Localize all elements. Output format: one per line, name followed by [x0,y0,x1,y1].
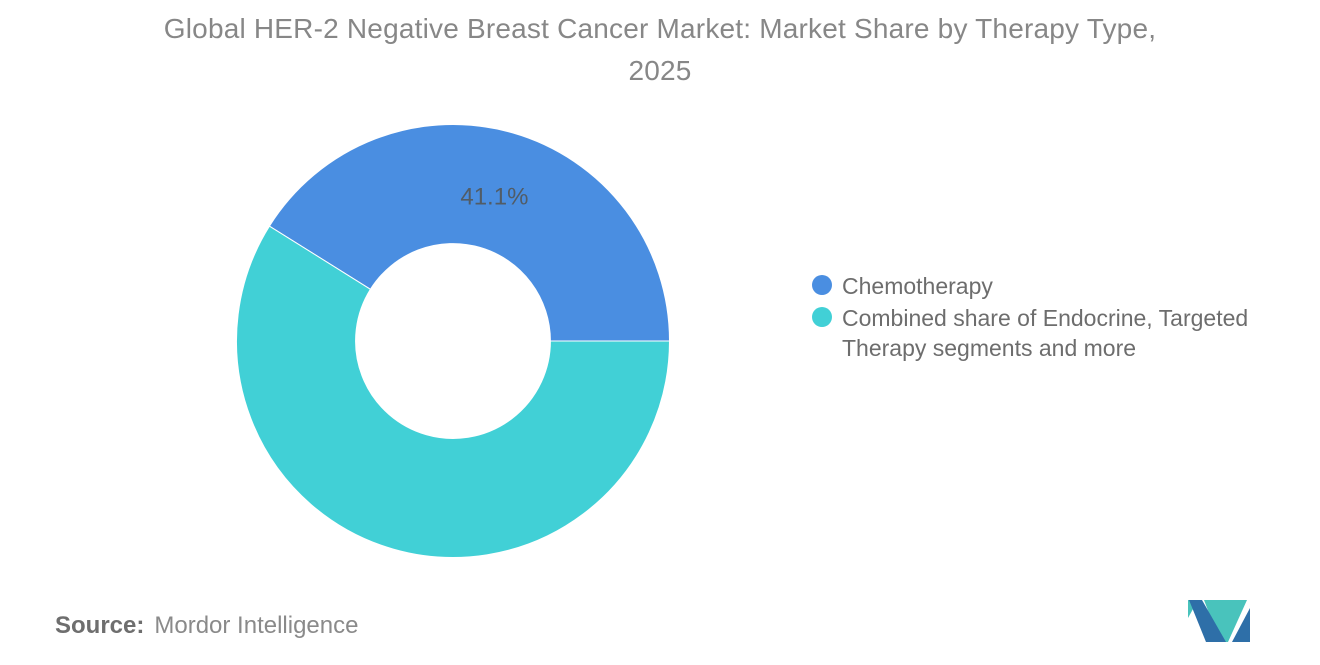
legend-marker-icon [812,275,832,295]
page-title-line-1: Global HER-2 Negative Breast Cancer Mark… [163,13,1157,44]
donut-chart: 41.1% [234,122,672,560]
source-label: Source: [55,612,145,639]
donut-slice-1[interactable] [268,123,671,342]
legend-item-1[interactable]: Chemotherapy [812,271,1262,301]
legend-marker-icon [812,307,832,327]
logo-shape-blue-right-triangle [1232,608,1250,642]
logo-shape-teal-middle [1204,600,1247,642]
source-text: Mordor Intelligence [154,612,359,639]
slice-data-label: 41.1% [460,183,528,210]
mordor-intelligence-logo [1188,600,1250,642]
page-title-line-2: 2025 [628,55,692,86]
legend-item-2[interactable]: Combined share of Endocrine, Targeted The… [812,303,1262,363]
donut-chart-svg: 41.1% [236,123,671,558]
logo-shape-blue-left-stroke [1189,600,1226,642]
source-row: Source: Mordor Intelligence [55,612,358,640]
donut-slice-2[interactable] [236,225,671,558]
legend-label: Chemotherapy [842,273,993,299]
page-title: Global HER-2 Negative Breast Cancer Mark… [0,8,1320,92]
legend-label: Combined share of Endocrine, Targeted The… [842,305,1249,361]
legend: Chemotherapy Combined share of Endocrine,… [812,271,1262,363]
